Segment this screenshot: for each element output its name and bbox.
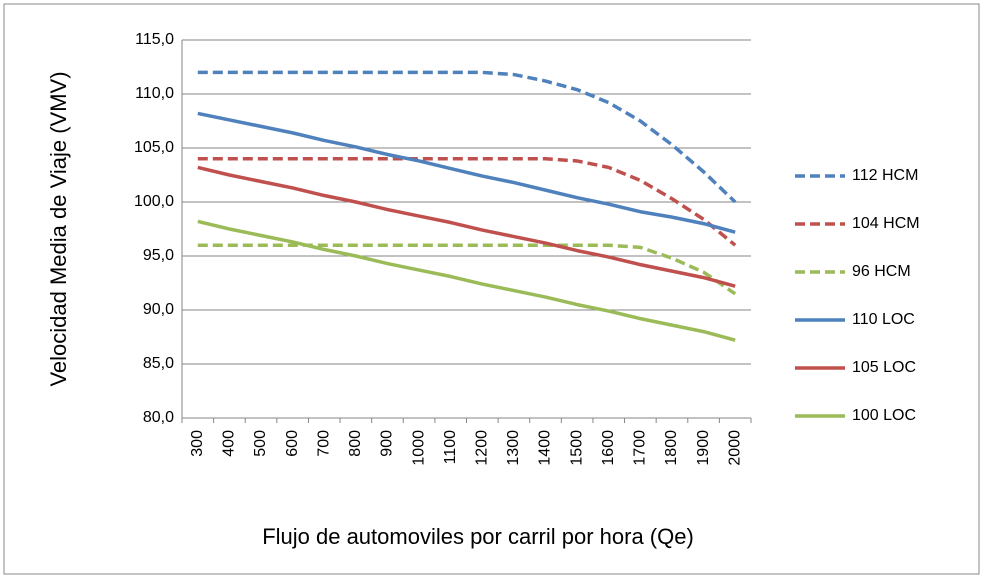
legend-label: 110 LOC [852, 311, 915, 328]
x-tick-label: 1600 [600, 430, 617, 466]
y-tick-label: 95,0 [143, 247, 174, 264]
x-tick-label: 1900 [695, 430, 712, 466]
legend-label: 112 HCM [852, 167, 918, 184]
y-tick-label: 105,0 [134, 139, 174, 156]
legend-label: 100 LOC [852, 407, 916, 424]
y-tick-label: 110,0 [135, 85, 174, 102]
chart-border [3, 3, 980, 575]
y-tick-label: 100,0 [134, 193, 174, 210]
x-tick-label: 1200 [474, 430, 491, 466]
x-tick-label: 1400 [537, 430, 554, 466]
x-tick-label: 500 [252, 430, 269, 457]
legend-label: 104 HCM [852, 215, 920, 232]
y-axis-title: Velocidad Media de Viaje (VMV) [46, 71, 71, 386]
series-line [197, 70, 737, 204]
x-tick-label: 300 [189, 430, 206, 457]
y-tick-label: 85,0 [143, 355, 174, 372]
x-tick-label: 2000 [726, 430, 743, 466]
series-line [197, 111, 736, 234]
y-tick-label: 90,0 [143, 301, 174, 318]
series-line [197, 219, 736, 342]
x-tick-label: 1700 [632, 430, 649, 466]
x-tick-label: 1300 [505, 430, 522, 466]
legend-label: 105 LOC [852, 359, 916, 376]
x-tick-label: 1800 [663, 430, 680, 466]
x-tick-label: 400 [221, 430, 238, 457]
x-tick-label: 1000 [410, 430, 427, 466]
x-tick-label: 800 [347, 430, 364, 457]
x-tick-label: 900 [379, 430, 396, 457]
y-tick-label: 115,0 [135, 31, 174, 48]
legend-label: 96 HCM [852, 263, 911, 280]
y-tick-label: 80,0 [143, 409, 174, 426]
series-line [197, 165, 736, 288]
x-tick-label: 1500 [568, 430, 585, 466]
series-line [197, 157, 737, 247]
x-tick-label: 700 [315, 430, 332, 457]
x-axis-title: Flujo de automoviles por carril por hora… [262, 524, 694, 549]
x-tick-label: 1100 [442, 430, 459, 465]
x-tick-label: 600 [284, 430, 301, 457]
